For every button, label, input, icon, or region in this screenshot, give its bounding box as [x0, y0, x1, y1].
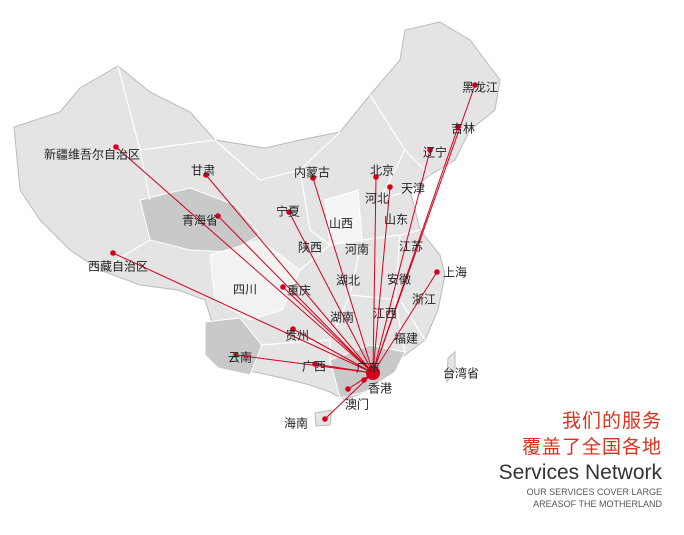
region-dot — [427, 147, 433, 153]
region-label: 甘肃 — [190, 163, 216, 178]
connection-line — [372, 186, 391, 374]
caption-cn-line1: 我们的服务 — [561, 410, 662, 432]
connection-line — [282, 286, 374, 374]
connection-lines — [112, 84, 476, 420]
region-label: 新疆维吾尔自治区 — [43, 147, 141, 162]
china-outline — [13, 21, 501, 401]
region-label: 西藏自治区 — [87, 259, 149, 274]
region-label: 天津 — [400, 181, 426, 196]
region-label: 河北 — [364, 191, 390, 206]
region-label: 海南 — [283, 416, 309, 431]
region-label: 安徽 — [386, 272, 412, 287]
region-dot — [215, 213, 221, 219]
connection-line — [288, 211, 374, 374]
region-dot — [345, 386, 351, 392]
connection-line — [372, 126, 459, 374]
region-label: 宁夏 — [275, 204, 301, 219]
region-label: 湖南 — [329, 310, 355, 325]
china-landmass — [13, 21, 501, 427]
region-label: 香港 — [367, 381, 393, 396]
connection-line — [372, 149, 431, 374]
region-dot — [434, 269, 440, 275]
region-dot — [312, 361, 318, 367]
region-dot — [110, 250, 116, 256]
yunnan-region — [204, 317, 263, 376]
region-dots — [110, 82, 478, 422]
region-label: 内蒙古 — [293, 165, 331, 180]
region-dot — [233, 352, 239, 358]
region-label: 广西 — [301, 359, 327, 374]
hub-marker — [366, 366, 380, 380]
taiwan-island — [446, 350, 456, 384]
region-label: 台湾省 — [442, 366, 480, 381]
region-label: 浙江 — [411, 292, 437, 307]
connection-line — [115, 146, 374, 374]
region-dot — [322, 416, 328, 422]
region-dot — [455, 124, 461, 130]
connection-line — [312, 177, 374, 374]
region-label: 江西 — [372, 306, 398, 321]
region-dot — [310, 175, 316, 181]
caption-en-title: Services Network — [498, 461, 662, 484]
region-label: 广东 — [355, 360, 381, 375]
region-label: 陕西 — [297, 240, 323, 255]
region-dot — [373, 174, 379, 180]
region-label: 贵州 — [284, 328, 310, 343]
region-label: 江苏 — [398, 239, 424, 254]
caption-en-sub1: OUR SERVICES COVER LARGE — [526, 487, 662, 497]
region-label: 湖北 — [335, 273, 361, 288]
region-label: 澳门 — [344, 397, 370, 412]
region-label: 北京 — [369, 163, 395, 178]
region-label: 吉林 — [450, 121, 476, 136]
connection-line — [314, 363, 374, 374]
region-label: 山西 — [328, 216, 354, 231]
connection-line — [292, 328, 374, 374]
region-dot — [361, 377, 367, 383]
connection-line — [372, 176, 377, 374]
region-dot — [280, 284, 286, 290]
region-dot — [290, 326, 296, 332]
connection-line — [205, 174, 374, 374]
region-label: 黑龙江 — [461, 80, 499, 95]
connection-line — [372, 271, 438, 374]
connection-line — [112, 252, 374, 374]
region-label: 青海省 — [181, 213, 219, 228]
region-dot — [203, 172, 209, 178]
services-caption: 我们的服务 覆盖了全国各地 Services Network OUR SERVI… — [499, 408, 662, 510]
region-label: 山东 — [383, 212, 409, 227]
connection-line — [235, 354, 374, 374]
region-label: 辽宁 — [422, 145, 448, 160]
region-dot — [387, 184, 393, 190]
province-borders — [99, 65, 431, 360]
region-label: 云南 — [227, 350, 253, 365]
region-label: 上海 — [442, 265, 468, 280]
region-label: 福建 — [393, 331, 419, 346]
region-label: 重庆 — [286, 283, 312, 298]
region-dot — [472, 82, 478, 88]
connection-line — [217, 215, 374, 374]
caption-cn-line2: 覆盖了全国各地 — [521, 436, 662, 458]
region-label: 四川 — [232, 282, 258, 297]
region-dot — [286, 209, 292, 215]
region-dot — [113, 144, 119, 150]
caption-en-sub2: AREASOF THE MOTHERLAND — [533, 499, 662, 509]
region-label: 河南 — [344, 242, 370, 257]
